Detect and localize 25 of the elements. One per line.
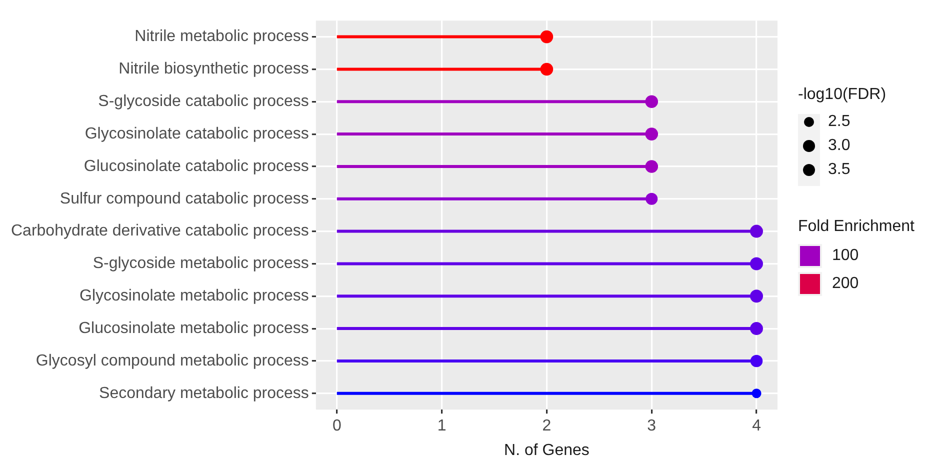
x-tick-label: 4 <box>752 418 762 435</box>
y-tick-label: Glycosinolate catabolic process <box>84 125 309 142</box>
y-tick-label: Secondary metabolic process <box>99 384 309 402</box>
x-axis-title: N. of Genes <box>504 442 590 459</box>
y-tick-label: Glucosinolate catabolic process <box>84 158 309 175</box>
x-tick-label: 1 <box>437 418 446 435</box>
color-bar-title: Fold Enrichment <box>798 218 914 236</box>
color-bar-label: 200 <box>832 275 859 293</box>
x-tick-label: 2 <box>542 418 552 435</box>
x-tick-label: 0 <box>332 418 342 435</box>
legend-label: 2.5 <box>828 113 850 131</box>
legend-label: 3.0 <box>828 137 850 155</box>
y-tick-label: Glycosinolate metabolic process <box>79 288 309 305</box>
color-bar-label: 100 <box>832 247 859 265</box>
y-tick-label: Glucosinolate metabolic process <box>78 320 309 337</box>
legend-label: 3.5 <box>828 161 850 179</box>
y-tick-label: S-glycoside metabolic process <box>92 255 309 272</box>
x-tick-label: 3 <box>647 418 656 435</box>
y-tick-label: Nitrile metabolic process <box>134 28 309 46</box>
y-tick-label: S-glycoside catabolic process <box>98 93 309 110</box>
y-tick-label: Glycosyl compound metabolic process <box>36 352 309 370</box>
legend-title: -log10(FDR) <box>798 86 888 104</box>
y-tick-label: Nitrile biosynthetic process <box>118 60 309 78</box>
y-tick-label: Carbohydrate derivative catabolic process <box>10 222 309 240</box>
y-tick-label: Sulfur compound catabolic process <box>60 190 309 208</box>
